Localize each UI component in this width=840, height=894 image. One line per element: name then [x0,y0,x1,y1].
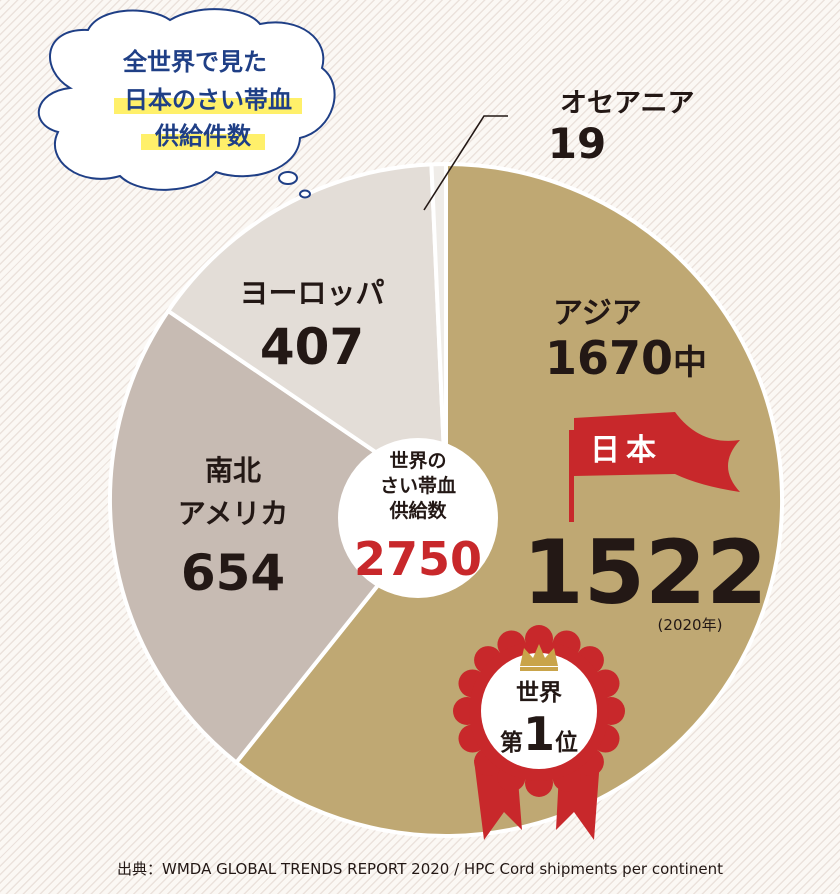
highlight-line3 [141,134,265,150]
americas-label-line2: アメリカ [178,497,289,530]
japan-value: 1522 [523,521,768,624]
badge-suffix: 位 [555,729,578,756]
americas-label-line1: 南北 [205,454,261,487]
cloud-callout [37,8,336,199]
callout-line2: 日本のさい帯血 [124,86,292,114]
badge-rank-line: 第1位 [500,707,578,761]
callout-line1: 全世界で見た [122,48,267,76]
europe-label: ヨーロッパ [239,276,384,310]
center-line2: さい帯血 [380,474,456,497]
americas-value: 654 [181,544,285,602]
asia-label: アジア [553,296,642,331]
center-line3: 供給数 [388,499,447,522]
badge-line1: 世界 [516,680,562,706]
oceania-label: オセアニア [560,88,694,119]
japan-flag-icon [569,412,740,522]
europe-value: 407 [260,318,364,376]
japan-flag-label: 日本 [590,433,662,468]
callout-line3: 供給件数 [154,122,252,150]
badge-rank: 1 [523,707,555,761]
center-line1: 世界の [389,450,446,472]
highlight-line2 [114,98,302,114]
oceania-leader-line [423,115,508,211]
rosette-badge-icon [453,625,625,840]
source-footer: 出典：WMDA GLOBAL TRENDS REPORT 2020 / HPC … [117,860,723,878]
pie-slice-3 [429,162,448,502]
asia-value: 1670 [545,331,673,385]
asia-value-line: 1670中 [545,331,707,385]
japan-year-note: (2020年) [658,616,723,634]
crown-icon [520,644,558,671]
center-circle [338,438,498,598]
pie-slice-1 [108,308,448,765]
badge-prefix: 第 [500,729,523,756]
center-total: 2750 [354,532,482,586]
pie-slices [108,162,784,838]
oceania-value: 19 [548,119,606,168]
pie-slice-0 [234,162,784,838]
asia-suffix: 中 [673,343,707,383]
pie-slice-2 [166,162,448,502]
